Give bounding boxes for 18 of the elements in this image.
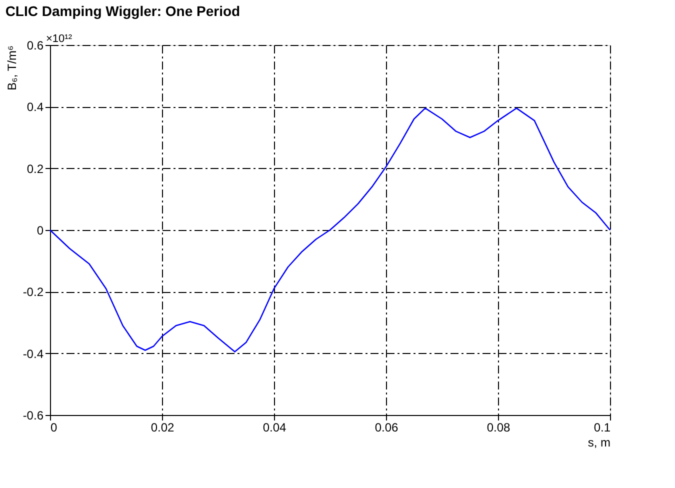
text: ×10¹² [46,33,72,45]
x-tick-label: 0 [50,420,58,434]
x-tick-label: 0.08 [486,420,510,434]
chart-title: CLIC Damping Wiggler: One Period [5,3,240,19]
y-tick-label: -0.2 [22,285,44,300]
y-tick-label: 0.4 [26,100,44,114]
y-tick-label: 0.2 [26,162,44,176]
x-tick-label: 0.1 [594,420,611,434]
line-series [49,108,611,352]
x-tick-label: 0.04 [262,420,286,434]
x-axis-title: s, m [588,436,610,450]
x-tick-label: 0.06 [374,420,398,434]
y-tick-label: -0.4 [22,346,44,361]
x-tick-label: 0.02 [150,420,174,434]
y-tick-label: 0 [36,224,44,238]
y-tick-label: 0.6 [26,38,44,52]
y-tick-label: -0.6 [22,408,44,422]
y-axis-title: B₆, T/m⁶ [4,45,19,90]
